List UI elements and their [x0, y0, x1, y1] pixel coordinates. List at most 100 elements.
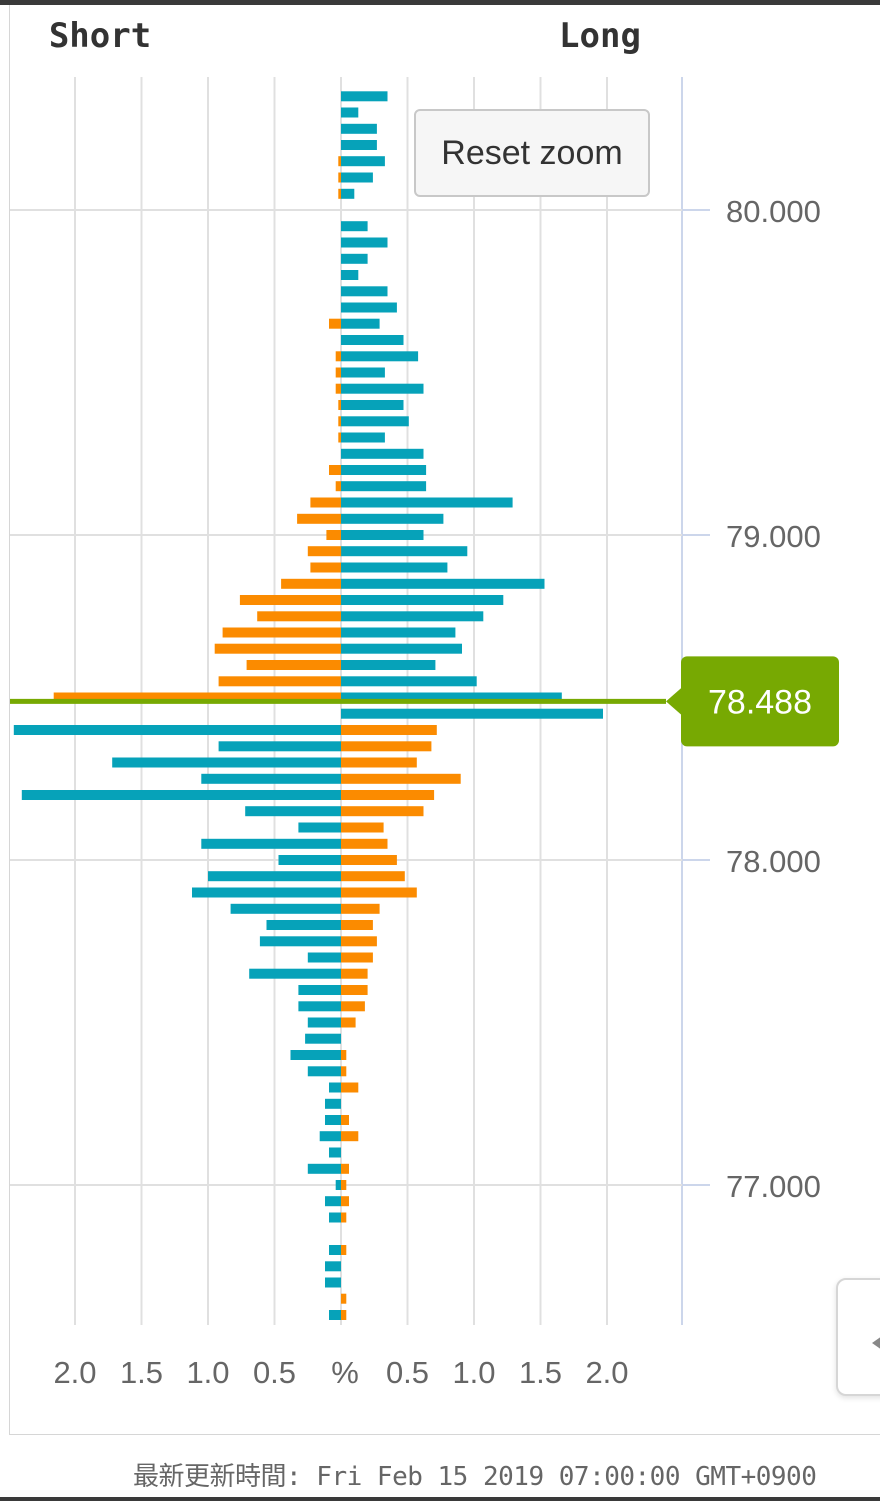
y-tick-label: 80.000	[726, 194, 821, 229]
positions-bar	[341, 968, 368, 979]
current-price-label: 78.488	[708, 683, 812, 721]
positions-bar	[329, 465, 341, 475]
positions-bar	[335, 367, 341, 378]
x-tick-label: 2.0	[585, 1355, 628, 1390]
orders-bar	[21, 790, 342, 800]
orders-bar	[307, 1066, 342, 1077]
positions-bar	[341, 822, 384, 833]
positions-bar	[307, 546, 342, 557]
x-tick-label: 1.5	[519, 1355, 562, 1390]
orders-bar	[230, 903, 341, 914]
x-tick-label: 1.0	[452, 1355, 495, 1390]
positions-bar	[341, 1001, 365, 1012]
orders-bar	[341, 660, 436, 670]
positions-bar	[257, 611, 341, 622]
positions-bar	[53, 692, 341, 703]
x-tick-label: 0.5	[253, 1355, 296, 1390]
x-tick-label: 0.5	[386, 1355, 429, 1390]
reset-zoom-button[interactable]: Reset zoom	[414, 109, 650, 197]
positions-bar	[341, 790, 435, 800]
positions-bar	[341, 757, 417, 768]
y-tick-label: 79.000	[726, 519, 821, 554]
positions-bar	[341, 1245, 347, 1255]
side-panel-handle[interactable]	[836, 1278, 880, 1396]
positions-bar	[338, 156, 341, 167]
orders-bar	[249, 968, 341, 979]
orders-bar	[341, 546, 468, 557]
positions-bar	[341, 1050, 347, 1060]
positions-bar	[341, 1163, 349, 1174]
orders-bar	[208, 871, 341, 882]
orders-bar	[341, 351, 419, 362]
orders-bar	[341, 481, 427, 492]
positions-bar	[341, 1196, 349, 1207]
orders-bar	[341, 156, 385, 167]
orders-bar	[335, 1180, 341, 1190]
positions-bar	[338, 416, 341, 427]
orders-bar	[329, 1082, 341, 1093]
orders-bar	[341, 400, 404, 410]
orders-bar	[307, 1017, 342, 1028]
orders-bar	[298, 985, 341, 995]
positions-bar	[310, 562, 341, 573]
orders-bar	[305, 1033, 341, 1044]
x-tick-label: 1.0	[186, 1355, 229, 1390]
positions-bar	[338, 432, 341, 443]
positions-bar	[341, 773, 461, 784]
last-updated-text: 最新更新時間: Fri Feb 15 2019 07:00:00 GMT+090…	[133, 1462, 817, 1492]
positions-bar	[335, 383, 341, 394]
current-price-badge	[681, 656, 839, 747]
positions-bar	[338, 172, 341, 183]
orders-bar	[341, 562, 448, 573]
orders-bar	[307, 1163, 342, 1174]
orders-bar	[341, 270, 359, 280]
orders-bar	[341, 253, 368, 264]
orders-bar	[298, 1001, 341, 1012]
orders-bar	[201, 773, 341, 784]
positions-bar	[281, 578, 341, 589]
positions-bar	[341, 1180, 347, 1190]
orders-bar	[341, 335, 404, 345]
positions-bar	[341, 1212, 347, 1223]
x-tick-label: 1.5	[120, 1355, 163, 1390]
orders-bar	[245, 806, 341, 817]
orders-bar	[329, 1147, 341, 1158]
x-tick-label: %	[331, 1355, 359, 1390]
orders-bar	[341, 107, 359, 118]
axis-labels: Short Long 80.000 79.000 78.000 77.000 2.0 1.…	[49, 16, 821, 1390]
positions-bar	[222, 627, 341, 638]
positions-bar	[341, 985, 368, 995]
positions-bar	[338, 188, 341, 199]
positions-bar	[341, 871, 405, 882]
orders-bar	[341, 676, 477, 687]
positions-bar	[338, 400, 341, 410]
orders-bar	[341, 643, 462, 654]
positions-bar	[341, 920, 373, 930]
chart-canvas: 78.488 Short Long 80.000 79.000 78.000 77.0…	[10, 16, 839, 1390]
orders-bar	[278, 855, 341, 865]
orders-bar	[341, 578, 545, 589]
orders-bar	[341, 432, 385, 443]
positions-bar	[341, 1115, 349, 1125]
positions-bar	[310, 497, 341, 508]
orderbook-chart: 78.488 Short Long 80.000 79.000 78.000 77.0…	[9, 5, 880, 1435]
orders-bar	[341, 140, 377, 150]
orders-bar	[341, 530, 424, 540]
orders-bar	[341, 367, 385, 378]
orders-bar	[341, 286, 388, 297]
orders-bar	[341, 513, 444, 524]
orders-bar	[341, 708, 603, 719]
orders-bar	[341, 172, 373, 183]
current-price-marker: 78.488	[10, 656, 839, 747]
orders-bar	[341, 221, 368, 232]
orders-bar	[341, 448, 424, 459]
orders-bar	[341, 237, 388, 248]
positions-bar	[341, 1066, 347, 1077]
orders-bar	[259, 936, 341, 947]
orders-bar	[341, 91, 388, 102]
orders-bar	[201, 838, 341, 849]
orders-bar	[325, 1115, 341, 1125]
positions-bar	[341, 903, 380, 914]
orders-bar	[298, 822, 341, 833]
orders-bar	[307, 952, 342, 963]
